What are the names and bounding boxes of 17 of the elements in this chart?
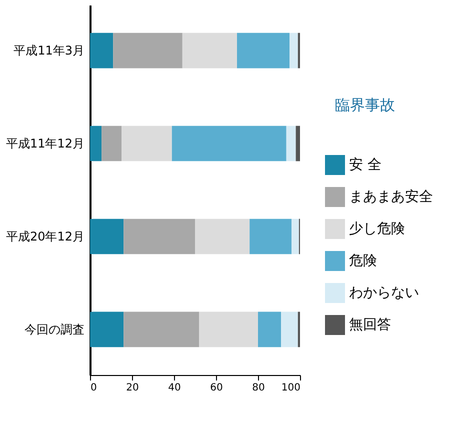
legend-label: わからない: [349, 285, 419, 301]
x-tick-label: 100: [281, 382, 300, 394]
legend-label: まあまあ安全: [349, 189, 433, 205]
legend-label: 安 全: [349, 157, 382, 173]
x-tick-label: 0: [90, 382, 97, 394]
legend-label: 少し危険: [349, 221, 405, 237]
x-tick-label: 60: [210, 382, 223, 394]
legend-label: 無回答: [349, 317, 391, 333]
text: 臨界事故: [335, 96, 395, 114]
y-tick-label: 平成20年12月: [6, 229, 84, 244]
x-tick-label: 40: [168, 382, 181, 394]
x-tick-label: 80: [252, 382, 265, 394]
legend-label: 危険: [349, 253, 377, 269]
y-tick-label: 平成11年12月: [6, 136, 84, 151]
y-tick-label: 平成11年3月: [14, 44, 84, 58]
x-tick-label: 20: [126, 382, 139, 394]
y-tick-label: 今回の調査: [24, 322, 84, 336]
